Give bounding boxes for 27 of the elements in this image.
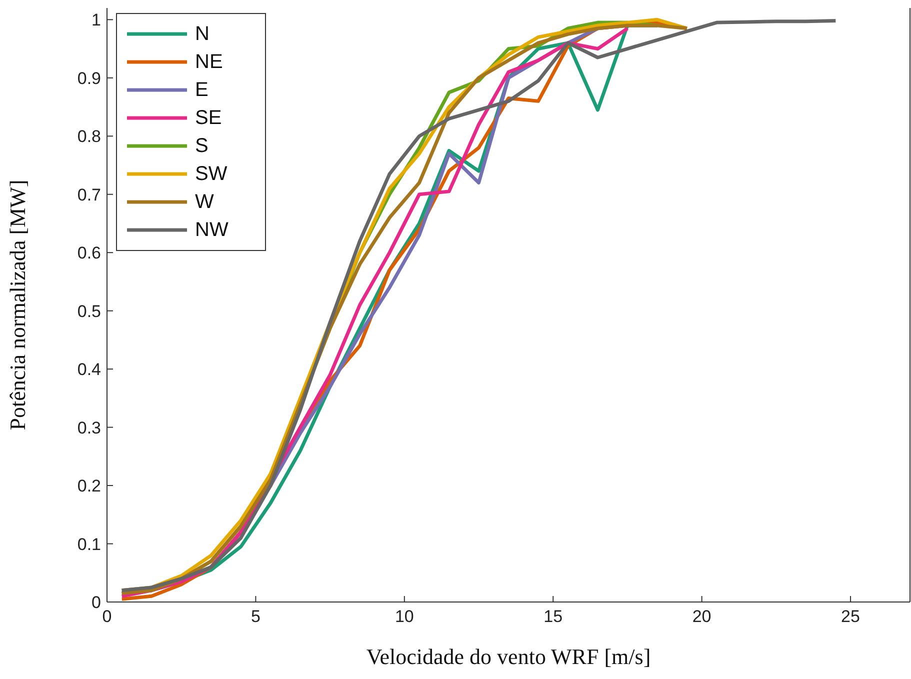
y-tick-label: 0.2 bbox=[77, 476, 101, 496]
legend-label: SE bbox=[195, 106, 222, 130]
legend-label: SW bbox=[195, 162, 228, 186]
y-tick-label: 0.4 bbox=[77, 360, 101, 380]
y-tick-label: 0.1 bbox=[77, 534, 101, 554]
y-tick-label: 0.8 bbox=[77, 127, 101, 146]
y-tick-label: 0.3 bbox=[77, 418, 101, 438]
y-tick-label: 0 bbox=[92, 593, 101, 612]
line-series bbox=[120, 19, 838, 592]
y-tick-label: 0.9 bbox=[77, 68, 101, 88]
y-tick-label: 0.7 bbox=[77, 185, 101, 204]
legend-label: N bbox=[195, 22, 210, 46]
x-tick-label: 20 bbox=[692, 607, 712, 626]
y-tick-label: 1 bbox=[92, 10, 101, 30]
legend-label: W bbox=[195, 190, 214, 214]
y-axis-title: Potência normalizada [MW] bbox=[4, 180, 30, 430]
y-tick-label: 0.5 bbox=[77, 302, 101, 321]
x-tick-label: 15 bbox=[544, 607, 563, 626]
x-tick-label: 10 bbox=[394, 607, 414, 626]
legend-label: S bbox=[195, 134, 208, 158]
x-tick-label: 25 bbox=[841, 607, 860, 626]
legend-label: NW bbox=[195, 218, 228, 242]
legend-label: E bbox=[195, 78, 208, 102]
x-tick-label: 5 bbox=[250, 607, 260, 626]
x-axis-title: Velocidade do vento WRF [m/s] bbox=[366, 644, 651, 669]
legend-label: NE bbox=[195, 50, 223, 74]
y-tick-label: 0.6 bbox=[77, 244, 101, 263]
